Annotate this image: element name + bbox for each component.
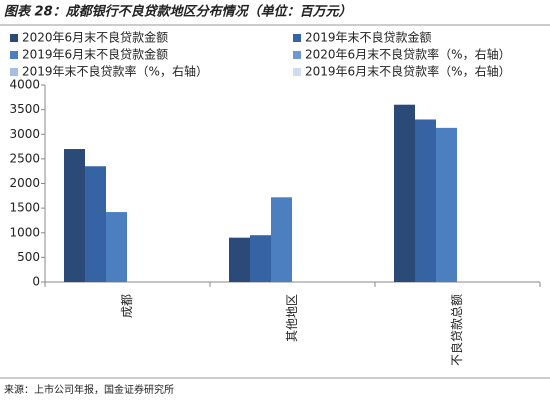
y-tick-label: 2500 [9, 151, 40, 165]
y-tick-label: 4000 [9, 78, 40, 92]
bar [415, 119, 436, 282]
bar [64, 149, 85, 282]
y-tick-label: 500 [17, 250, 40, 264]
x-tick-label: 不良贷款总额 [449, 294, 464, 366]
legend-swatch [10, 68, 18, 76]
bar [229, 237, 250, 282]
y-tick-label: 1500 [9, 201, 40, 215]
legend-label: 2019年末不良贷款率（%，右轴） [22, 64, 208, 79]
y-tick-label: 3000 [9, 127, 40, 141]
legend-swatch [10, 34, 18, 42]
y-tick-label: 3500 [9, 102, 40, 116]
bar [85, 166, 106, 282]
y-tick-label: 1000 [9, 225, 40, 239]
bar [436, 127, 457, 282]
legend-swatch [293, 34, 301, 42]
legend-swatch [10, 51, 18, 59]
legend-label: 2019年6月末不良贷款率（%，右轴） [305, 64, 511, 79]
chart-title: 图表 28：成都银行不良贷款地区分布情况（单位：百万元） [4, 4, 352, 20]
legend-label: 2019年末不良贷款金额 [305, 30, 432, 45]
y-tick-label: 2000 [9, 176, 40, 190]
x-tick-label: 其他地区 [285, 294, 299, 342]
bar [271, 197, 292, 282]
legend-label: 2019年6月末不良贷款金额 [22, 47, 168, 62]
legend-label: 2020年6月末不良贷款率（%，右轴） [305, 47, 511, 62]
x-tick-label: 成都 [120, 294, 134, 318]
legend-label: 2020年6月末不良贷款金额 [22, 30, 168, 45]
legend-swatch [293, 68, 301, 76]
legend-swatch [293, 51, 301, 59]
source: 来源：上市公司年报，国金证券研究所 [4, 383, 174, 396]
bar [106, 212, 127, 282]
bar [394, 104, 415, 282]
y-tick-label: 0 [32, 275, 40, 289]
bar [250, 235, 271, 282]
